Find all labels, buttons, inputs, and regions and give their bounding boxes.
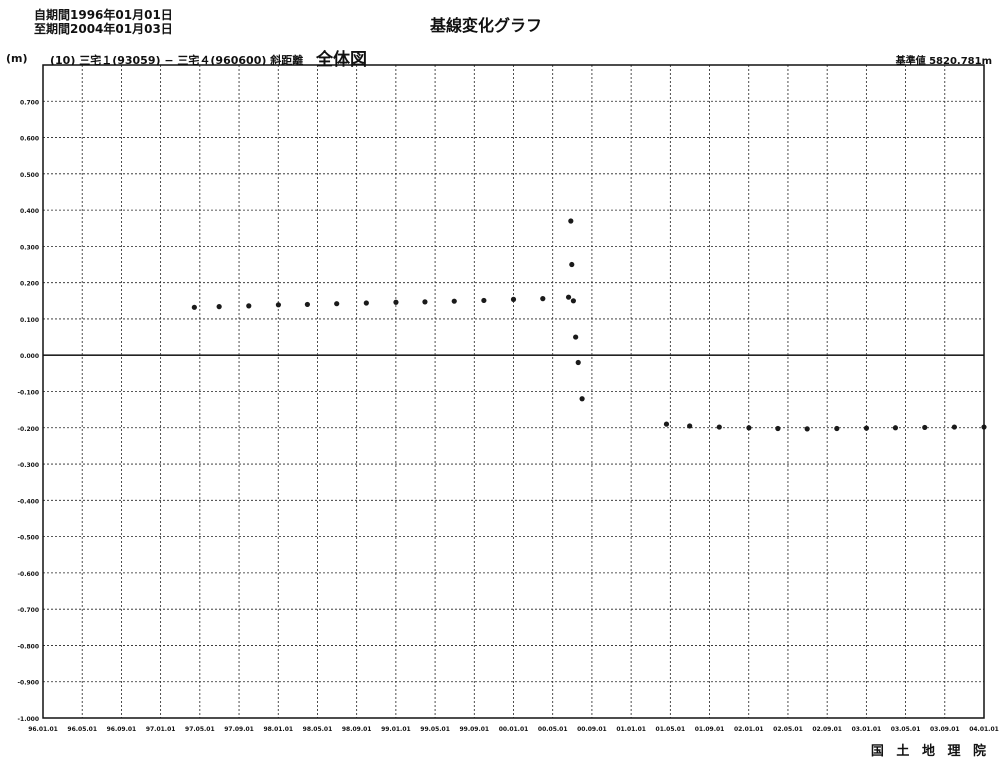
data-point (540, 296, 546, 302)
data-point (216, 304, 222, 310)
data-point (863, 425, 870, 431)
data-point (687, 423, 693, 429)
x-tick-label: 01.05.01 (656, 726, 686, 733)
x-tick-label: 97.05.01 (185, 726, 215, 733)
data-point (393, 299, 399, 305)
data-point (246, 303, 252, 309)
y-tick-label: -0.500 (18, 535, 39, 542)
data-point (575, 359, 581, 366)
x-tick-label: 03.09.01 (930, 726, 960, 733)
x-tick-label: 01.01.01 (616, 726, 646, 733)
y-tick-label: -0.800 (18, 643, 39, 650)
y-tick-label: -0.900 (18, 680, 39, 687)
data-point (363, 300, 369, 306)
x-tick-label: 03.01.01 (852, 726, 882, 733)
x-tick-label: 96.05.01 (67, 726, 97, 733)
x-tick-label: 99.09.01 (459, 726, 489, 733)
data-point (834, 425, 840, 432)
x-tick-label: 96.01.01 (28, 726, 58, 733)
x-tick-label: 99.05.01 (420, 726, 450, 733)
plot-frame (42, 64, 985, 719)
data-point (570, 298, 576, 304)
data-point (304, 301, 310, 308)
x-tick-label: 97.01.01 (146, 726, 176, 733)
y-tick-label: -0.400 (18, 498, 39, 505)
x-tick-label: 00.01.01 (499, 726, 529, 733)
y-tick-label: 0.500 (20, 172, 39, 179)
x-tick-label: 98.09.01 (342, 726, 372, 733)
data-point (573, 334, 579, 340)
y-unit-label: (m) (6, 52, 28, 65)
data-point (716, 424, 722, 430)
y-tick-label: 0.300 (20, 244, 39, 251)
x-axis-ticks: 96.01.01 96.05.01 96.09.01 97.01.01 97.05.01… (28, 726, 999, 733)
x-tick-label: 98.05.01 (303, 726, 333, 733)
data-point (804, 426, 810, 432)
y-tick-label: 0.200 (20, 281, 39, 288)
period-start-text: 自期間1996年01月01日 (34, 8, 173, 22)
y-tick-label: -0.600 (18, 571, 39, 578)
data-point (191, 304, 197, 310)
data-point (275, 302, 282, 308)
x-tick-label: 98.01.01 (263, 726, 293, 733)
y-tick-label: -0.300 (18, 462, 39, 469)
data-point (775, 425, 781, 432)
y-tick-label: -0.200 (18, 426, 39, 433)
data-point (922, 424, 928, 431)
y-tick-label: 0.000 (20, 353, 39, 360)
y-tick-label: -0.700 (18, 607, 39, 614)
x-tick-label: 00.09.01 (577, 726, 607, 733)
data-point (510, 296, 517, 302)
baseline-pair-label: (10) 三宅１(93059) − 三宅４(960600) 斜距離 (50, 54, 304, 67)
organization-name: 国 土 地 理 院 (870, 744, 990, 759)
data-point (663, 421, 670, 427)
x-tick-label: 03.05.01 (891, 726, 921, 733)
data-point (569, 261, 575, 268)
reference-value-label: 基準値 5820.781m (895, 56, 992, 67)
y-tick-label: -0.100 (18, 390, 39, 397)
x-tick-label: 02.09.01 (812, 726, 842, 733)
x-tick-label: 96.09.01 (107, 726, 137, 733)
x-tick-label: 99.01.01 (381, 726, 411, 733)
x-tick-label: 01.09.01 (695, 726, 725, 733)
chart-grid (43, 65, 984, 719)
data-point (565, 294, 572, 300)
data-point (481, 297, 487, 304)
data-point (451, 298, 457, 304)
y-tick-label: 0.100 (20, 317, 39, 324)
data-point (334, 301, 340, 307)
x-tick-label: 00.05.01 (538, 726, 568, 733)
data-point (951, 424, 957, 430)
x-tick-label: 02.01.01 (734, 726, 764, 733)
y-tick-label: 0.700 (20, 99, 39, 106)
y-tick-label: 0.600 (20, 136, 39, 143)
data-point (568, 218, 574, 224)
data-points (191, 218, 987, 432)
data-point (892, 425, 899, 431)
data-point (746, 425, 752, 431)
data-point (422, 299, 428, 305)
data-point (579, 396, 585, 402)
period-end-text: 至期間2004年01月03日 (34, 22, 173, 36)
y-axis-ticks: 0.700 0.600 0.500 0.400 0.300 0.200 0.100 0.000… (18, 99, 39, 723)
chart-title: 基線変化グラフ (430, 16, 543, 35)
y-tick-label: -1.000 (18, 716, 39, 723)
y-tick-label: 0.400 (20, 208, 39, 215)
x-tick-label: 04.01.01 (969, 726, 999, 733)
x-tick-label: 02.05.01 (773, 726, 803, 733)
x-tick-label: 97.09.01 (224, 726, 254, 733)
